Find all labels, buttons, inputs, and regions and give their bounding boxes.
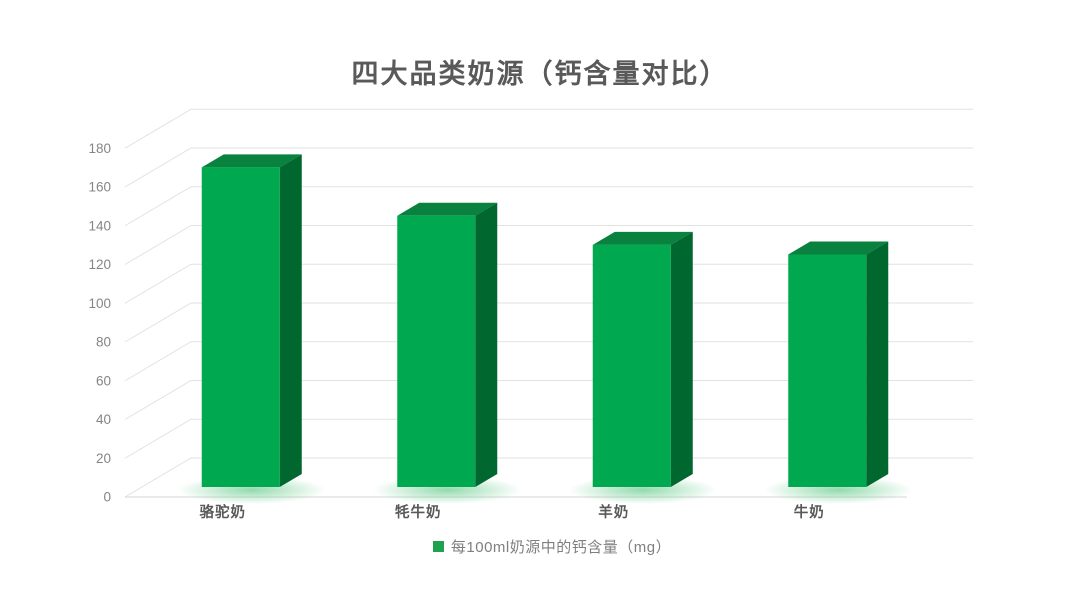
y-tick-label: 80 <box>96 335 111 350</box>
y-tick-label: 60 <box>96 373 111 388</box>
gridline-180 <box>124 108 973 149</box>
legend-label: 每100ml奶源中的钙含量（mg） <box>450 539 672 556</box>
gridline-120 <box>124 225 973 265</box>
gridline-20 <box>124 418 973 459</box>
y-tick-label: 20 <box>96 451 111 466</box>
gridline-60 <box>124 341 973 382</box>
y-tick-label: 120 <box>88 257 111 272</box>
y-tick-label: 160 <box>88 180 111 195</box>
bar-1-top-face <box>397 202 498 216</box>
y-tick-label: 100 <box>88 296 111 311</box>
y-tick-label: 140 <box>88 218 111 233</box>
bar-2-top-face <box>592 231 693 245</box>
y-tick-label: 40 <box>96 412 111 427</box>
bar-0-top-face <box>201 154 302 168</box>
bar-1-side-face <box>475 202 498 487</box>
gridline-80 <box>124 302 973 343</box>
bar-3-side-face <box>866 241 889 487</box>
bar-0-front-face <box>201 167 280 487</box>
bar-3-front-face <box>788 254 867 487</box>
category-label: 牛奶 <box>794 503 825 521</box>
chart-title: 四大品类奶源（钙含量对比） <box>351 59 729 89</box>
gridline-100 <box>124 263 973 304</box>
bar-3-top-face <box>788 241 889 255</box>
category-label: 牦牛奶 <box>395 503 442 521</box>
y-tick-label: 180 <box>88 141 111 156</box>
bar-0-side-face <box>279 154 302 487</box>
gridline-140 <box>124 186 973 227</box>
category-label: 羊奶 <box>598 503 629 521</box>
gridline-160 <box>124 147 973 188</box>
gridline-0 <box>124 457 973 498</box>
legend-marker-icon <box>432 541 444 552</box>
gridline-40 <box>124 380 973 420</box>
bar-2-side-face <box>670 231 693 487</box>
legend: 每100ml奶源中的钙含量（mg） <box>0 536 1080 557</box>
bar-2-front-face <box>592 244 671 487</box>
category-label: 骆驼奶 <box>200 503 247 521</box>
bar-1-front-face <box>397 215 476 487</box>
y-tick-label: 0 <box>103 490 111 505</box>
